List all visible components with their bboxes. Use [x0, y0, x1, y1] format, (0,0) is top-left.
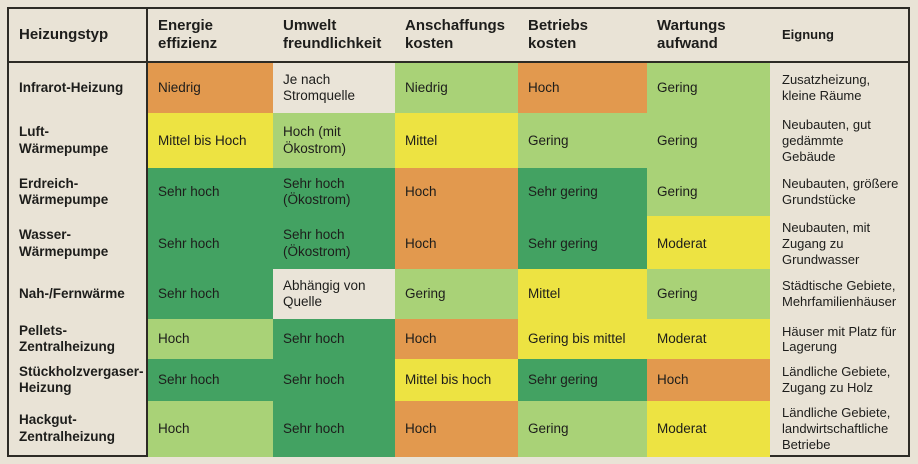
column-header-umweltfreundlichkeit: Umwelt freundlichkeit — [283, 16, 382, 52]
value-cell: Sehr hoch (Ökostrom) — [273, 168, 395, 216]
column-header-anschaffungskosten: Anschaffungs kosten — [405, 16, 506, 52]
comparison-table: Heizungstyp Energie effizienz Umwelt fre… — [7, 7, 910, 457]
value-cell: Gering bis mittel — [518, 319, 647, 360]
value-cell: Sehr gering — [518, 359, 647, 401]
table-row: Nah-/Fernwärme Sehr hoch Abhängig von Quel… — [9, 269, 908, 319]
row-label: Luft-Wärmepumpe — [9, 113, 148, 169]
value-cell: Je nach Stromquelle — [273, 63, 395, 113]
table-row: Luft-Wärmepumpe Mittel bis Hoch Hoch (mit … — [9, 113, 908, 169]
row-label: Hackgut- Zentralheizung — [9, 401, 148, 457]
value-cell: Hoch — [395, 401, 518, 457]
value-cell: Hoch — [148, 401, 273, 457]
value-cell: Hoch — [148, 319, 273, 360]
table-row: Wasser- Wärmepumpe Sehr hoch Sehr hoch (Ök… — [9, 216, 908, 272]
table-row: Erdreich- Wärmepumpe Sehr hoch Sehr hoch (… — [9, 168, 908, 216]
value-cell: Mittel bis hoch — [395, 359, 518, 401]
value-cell: Moderat — [647, 319, 770, 360]
value-cell: Mittel — [518, 269, 647, 319]
eignung-cell: Ländliche Gebiete, Zugang zu Holz — [782, 364, 891, 395]
value-cell: Gering — [647, 113, 770, 169]
value-cell: Hoch — [395, 319, 518, 360]
table-row: Hackgut- Zentralheizung Hoch Sehr hoch Hoch… — [9, 401, 908, 457]
value-cell: Gering — [395, 269, 518, 319]
value-cell: Gering — [518, 113, 647, 169]
value-cell: Hoch — [395, 216, 518, 272]
value-cell: Niedrig — [148, 63, 273, 113]
value-cell: Gering — [647, 63, 770, 113]
table-row: Infrarot-Heizung Niedrig Je nach Stromquel… — [9, 63, 908, 113]
eignung-cell: Zusatzheizung, kleine Räume — [782, 72, 871, 103]
row-label: Nah-/Fernwärme — [9, 269, 148, 319]
column-header-energieeffizienz: Energie effizienz — [158, 16, 218, 52]
table-header-row: Heizungstyp Energie effizienz Umwelt fre… — [9, 9, 908, 63]
row-label: Infrarot-Heizung — [9, 63, 148, 113]
value-cell: Sehr hoch — [148, 216, 273, 272]
value-cell: Hoch — [395, 168, 518, 216]
eignung-cell: Neubauten, größere Grundstücke — [782, 176, 899, 207]
value-cell: Sehr hoch — [273, 319, 395, 360]
value-cell: Sehr hoch — [148, 269, 273, 319]
value-cell: Niedrig — [395, 63, 518, 113]
value-cell: Sehr hoch — [273, 359, 395, 401]
eignung-cell: Häuser mit Platz für Lagerung — [782, 323, 897, 355]
row-label: Pellets- Zentralheizung — [9, 319, 148, 360]
column-header-eignung: Eignung — [782, 27, 834, 43]
eignung-cell: Neubauten, mit Zugang zu Grundwasser — [782, 220, 871, 267]
value-cell: Gering — [647, 269, 770, 319]
value-cell: Mittel bis Hoch — [148, 113, 273, 169]
column-header-wartungsaufwand: Wartungs aufwand — [657, 16, 726, 52]
value-cell: Hoch (mit Ökostrom) — [273, 113, 395, 169]
row-label: Stückholzvergaser- Heizung — [9, 359, 148, 401]
value-cell: Sehr hoch — [273, 401, 395, 457]
table-row: Stückholzvergaser- Heizung Sehr hoch Sehr … — [9, 359, 908, 401]
value-cell: Sehr gering — [518, 168, 647, 216]
value-cell: Hoch — [647, 359, 770, 401]
column-header-heizungstyp: Heizungstyp — [9, 9, 148, 61]
eignung-cell: Städtische Gebiete, Mehrfamilienhäuser — [782, 278, 897, 309]
value-cell: Mittel — [395, 113, 518, 169]
row-label: Wasser- Wärmepumpe — [9, 216, 148, 272]
eignung-cell: Neubauten, gut gedämmte Gebäude — [782, 117, 871, 164]
value-cell: Moderat — [647, 216, 770, 272]
value-cell: Sehr gering — [518, 216, 647, 272]
column-header-betriebskosten: Betriebs kosten — [528, 16, 589, 52]
value-cell: Moderat — [647, 401, 770, 457]
value-cell: Hoch — [518, 63, 647, 113]
value-cell: Abhängig von Quelle — [273, 269, 395, 319]
table-row: Pellets- Zentralheizung Hoch Sehr hoch Hoch… — [9, 319, 908, 360]
value-cell: Sehr hoch — [148, 168, 273, 216]
eignung-cell: Ländliche Gebiete, landwirtschaftliche B… — [782, 405, 891, 452]
value-cell: Sehr hoch (Ökostrom) — [273, 216, 395, 272]
value-cell: Sehr hoch — [148, 359, 273, 401]
value-cell: Gering — [518, 401, 647, 457]
value-cell: Gering — [647, 168, 770, 216]
row-label: Erdreich- Wärmepumpe — [9, 168, 148, 216]
